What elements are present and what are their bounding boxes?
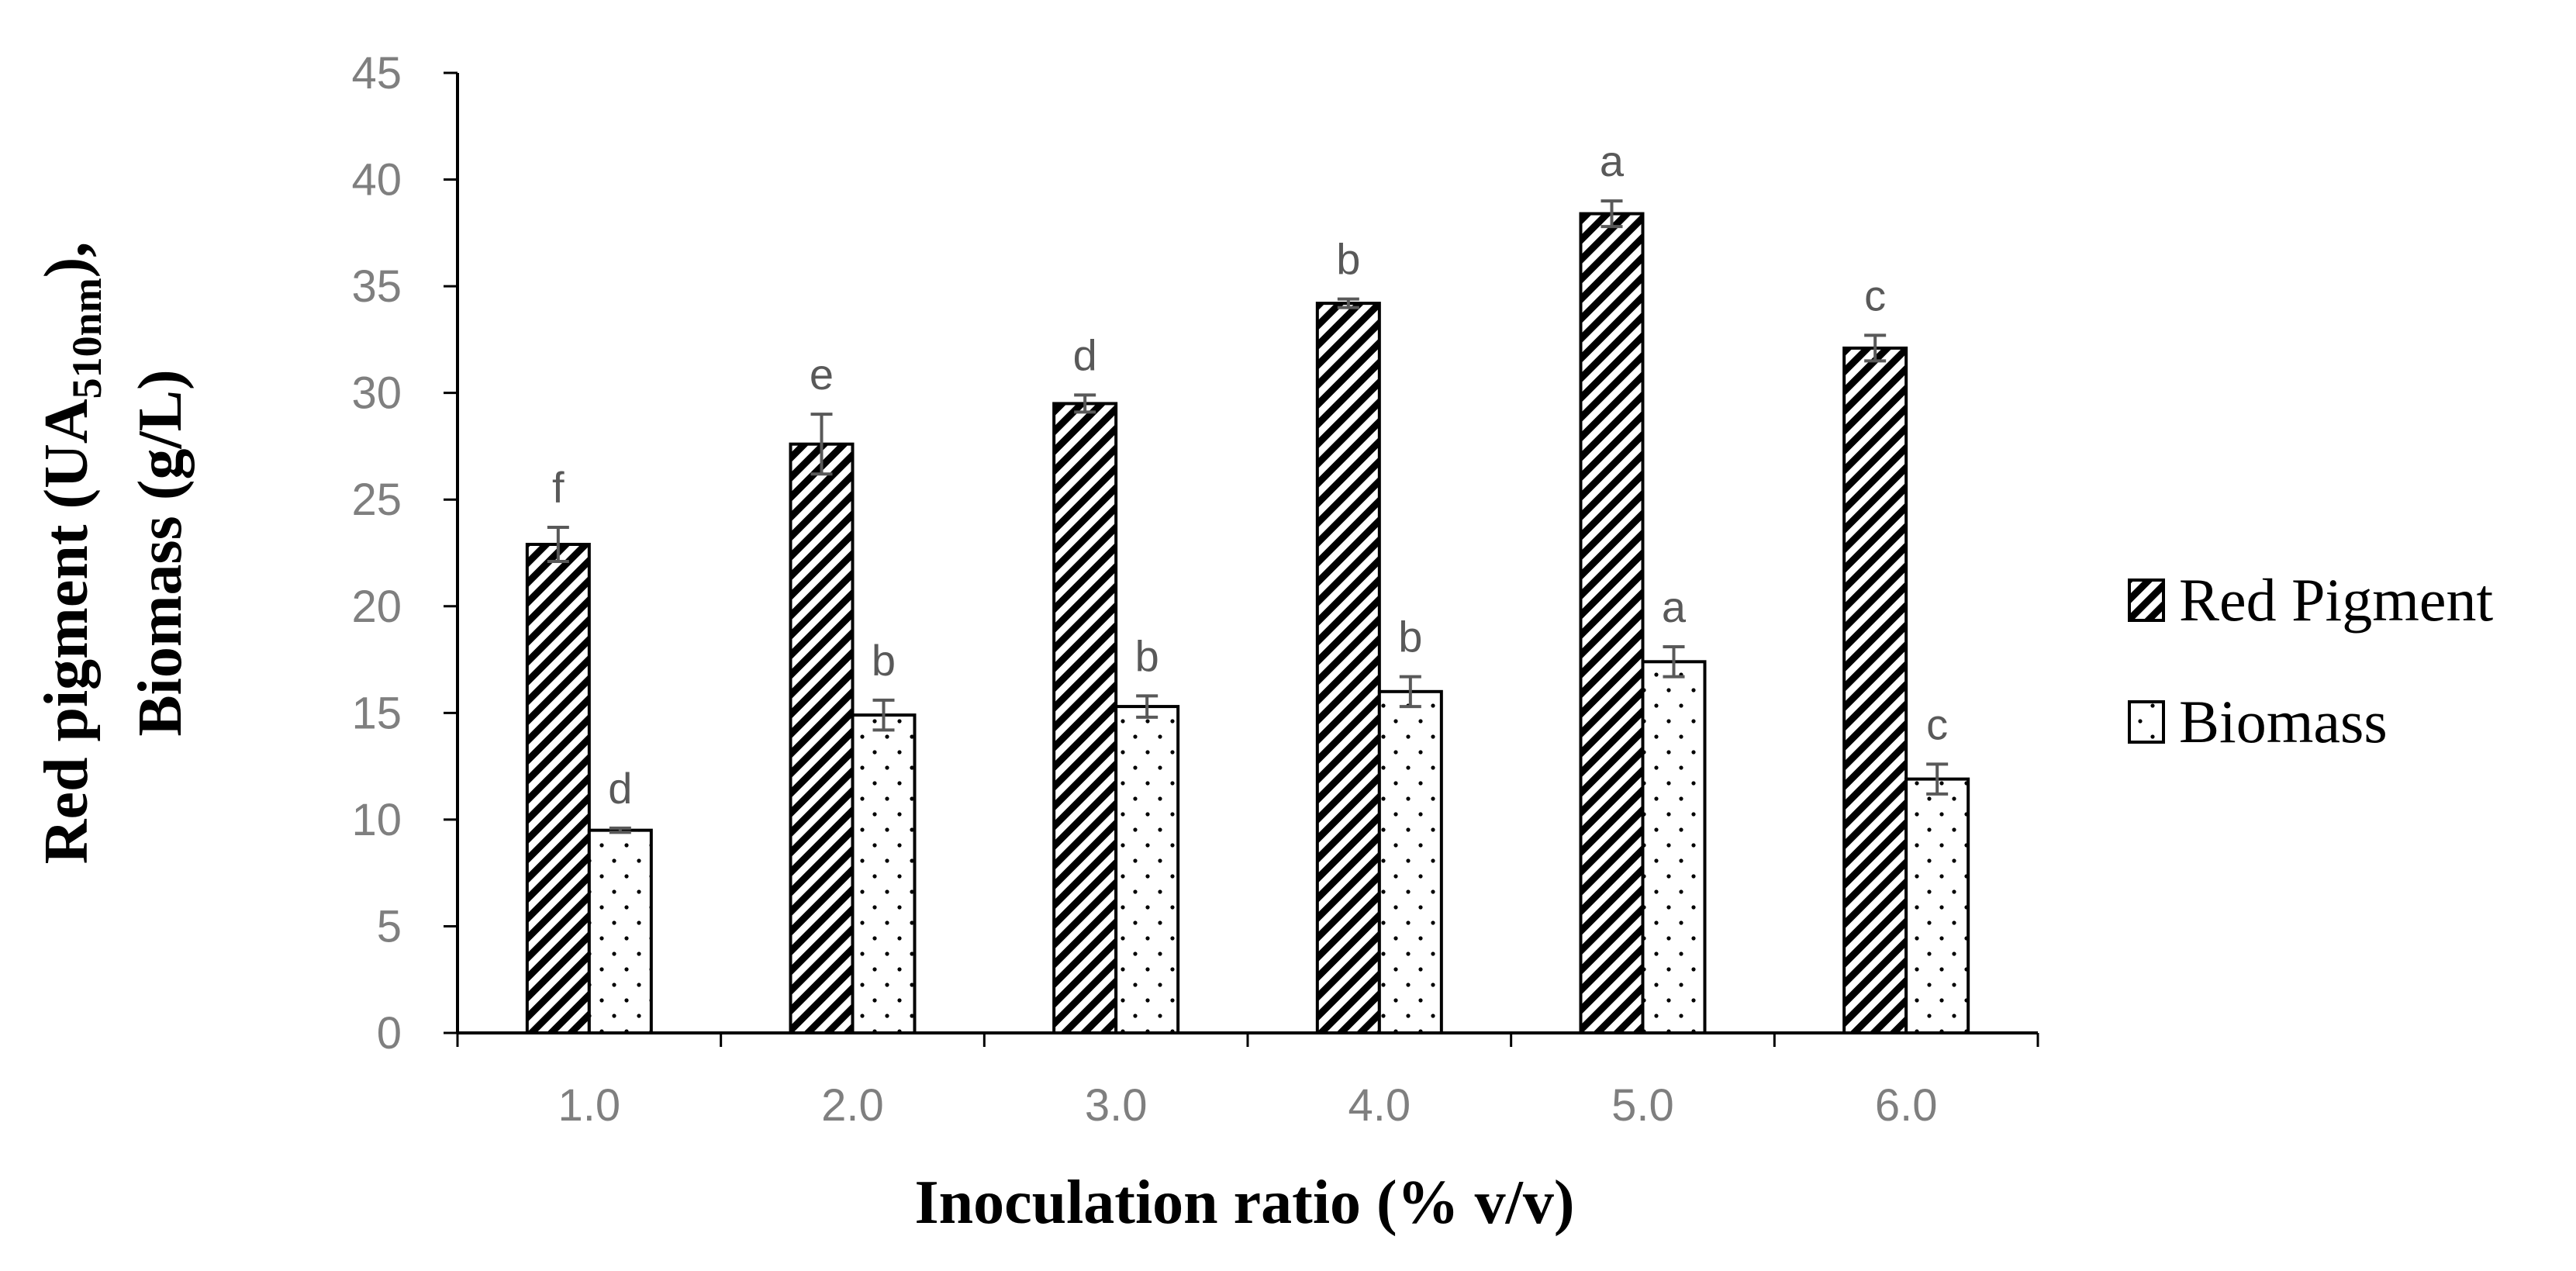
y-tick-label: 45 <box>351 48 402 98</box>
letter-biomass: b <box>1135 631 1159 680</box>
y-axis-title-main: Red pigment (UA <box>33 399 101 864</box>
y-tick-label: 20 <box>351 582 402 632</box>
legend-label-red-pigment: Red Pigment <box>2179 566 2493 634</box>
letter-biomass: b <box>872 636 896 685</box>
x-tick-label: 6.0 <box>1875 1080 1938 1131</box>
letter-red-pigment: d <box>1073 330 1097 379</box>
legend: Red Pigment Biomass <box>2128 566 2493 755</box>
bar-biomass <box>587 828 653 1034</box>
x-tick-label: 4.0 <box>1348 1080 1411 1131</box>
letter-red-pigment: a <box>1600 136 1625 185</box>
y-axis-ticks: 0 5 10 15 20 25 30 35 40 45 <box>351 48 458 1059</box>
bar-biomass <box>851 713 917 1035</box>
bar-red-pigment <box>1315 302 1381 1034</box>
y-tick-label: 10 <box>351 795 402 845</box>
legend-swatch-red-pigment <box>2128 579 2165 622</box>
x-tick-label: 2.0 <box>821 1080 884 1131</box>
x-tick-label: 3.0 <box>1085 1080 1148 1131</box>
bar-red-pigment <box>1579 212 1645 1034</box>
letter-red-pigment: c <box>1864 271 1886 319</box>
bar-biomass <box>1904 777 1970 1035</box>
letter-red-pigment: e <box>810 350 834 399</box>
y-tick-label: 0 <box>377 1008 402 1059</box>
bar-biomass <box>1114 705 1180 1035</box>
y-tick-label: 5 <box>377 901 402 952</box>
y-tick-label: 40 <box>351 155 402 206</box>
y-axis-title-subscript: 510nm <box>64 278 110 399</box>
error-bars <box>547 199 1949 834</box>
letter-biomass: b <box>1398 613 1422 661</box>
letter-biomass: c <box>1926 699 1948 748</box>
bar-biomass <box>1641 660 1707 1034</box>
letter-red-pigment: f <box>552 463 565 512</box>
y-axis-title-line2: Biomass (g/L) <box>126 369 195 736</box>
x-axis-title: Inoculation ratio (% v/v) <box>914 1169 1574 1237</box>
x-tick-label: 5.0 <box>1611 1080 1674 1131</box>
letter-biomass: d <box>608 764 632 813</box>
letter-biomass: a <box>1662 582 1687 631</box>
y-tick-label: 30 <box>351 368 402 419</box>
y-tick-label: 25 <box>351 475 402 525</box>
bar-red-pigment <box>1842 346 1908 1035</box>
bar-red-pigment <box>525 542 591 1034</box>
letter-red-pigment: b <box>1336 235 1360 284</box>
bar-red-pigment <box>789 442 855 1034</box>
y-tick-label: 35 <box>351 261 402 312</box>
y-tick-label: 15 <box>351 688 402 738</box>
y-axis-title-line1: Red pigment (UA510nm), <box>33 242 110 865</box>
x-axis-ticks: 1.0 2.0 3.0 4.0 5.0 6.0 <box>456 1033 2039 1131</box>
bar-biomass <box>1377 689 1443 1034</box>
legend-label-biomass: Biomass <box>2179 688 2388 755</box>
x-tick-label: 1.0 <box>558 1080 621 1131</box>
y-axis-title-end: ), <box>33 242 101 278</box>
bar-red-pigment <box>1052 402 1118 1034</box>
bars <box>525 212 1970 1035</box>
significance-letters: f e d b a c d b b b a c <box>552 136 1948 813</box>
legend-swatch-biomass <box>2128 700 2165 744</box>
